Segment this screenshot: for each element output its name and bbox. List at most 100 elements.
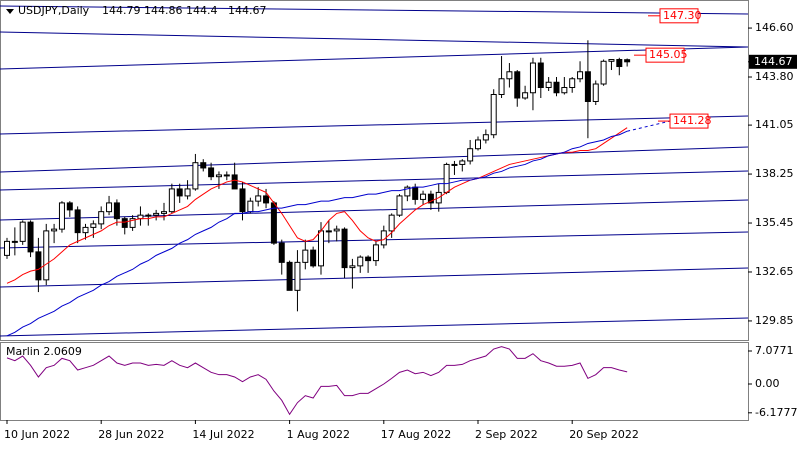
candle-body	[482, 134, 489, 141]
candle-body	[451, 163, 458, 166]
candle-body	[208, 167, 215, 178]
x-tick-label: 17 Aug 2022	[381, 428, 451, 441]
trendline	[0, 267, 749, 288]
candle-body	[66, 202, 73, 211]
y-tick-label: 0.00	[755, 377, 780, 390]
candle-body	[43, 230, 50, 281]
candle-body	[145, 214, 152, 217]
candle-body	[506, 71, 513, 80]
x-tick-label: 28 Jun 2022	[98, 428, 164, 441]
candle-body	[247, 200, 254, 213]
x-tick-label: 1 Aug 2022	[287, 428, 350, 441]
candle-body	[608, 59, 615, 62]
candle-body	[278, 242, 285, 263]
candle-body	[263, 195, 270, 204]
candle-body	[522, 92, 529, 99]
indicator-line	[6, 346, 628, 416]
candle-body	[412, 186, 419, 200]
candle-body	[200, 162, 207, 169]
price-label-box	[659, 8, 699, 24]
candle-body	[4, 240, 10, 256]
candle-body	[584, 71, 591, 102]
candle-body	[325, 230, 332, 233]
candle-body	[569, 78, 576, 89]
candle-body	[215, 174, 222, 178]
trendline	[0, 5, 749, 15]
candle-body	[396, 195, 403, 216]
candle-body	[82, 226, 89, 234]
collapse-icon[interactable]	[6, 9, 14, 14]
candle-body	[420, 193, 427, 200]
y-tick-label: 7.0771	[755, 344, 794, 357]
trendline	[0, 199, 749, 221]
candle-body	[545, 81, 552, 89]
candle-body	[74, 209, 81, 234]
x-tick-label: 10 Jun 2022	[4, 428, 70, 441]
price-label: 147.30	[663, 9, 702, 22]
candle-body	[372, 244, 379, 262]
candle-body	[537, 62, 544, 89]
candle-body	[443, 163, 450, 193]
x-tick-label: 14 Jul 2022	[192, 428, 254, 441]
candle-body	[404, 186, 411, 197]
current-price-label: 144.67	[754, 55, 793, 68]
candle-body	[51, 228, 58, 232]
candle-body	[302, 249, 309, 263]
candle-body	[121, 218, 128, 228]
candle-body	[239, 188, 246, 213]
candle-body	[490, 93, 497, 136]
candle-body	[592, 83, 599, 102]
y-tick-label: -6.1777	[755, 406, 797, 419]
trendline	[0, 46, 749, 70]
candle-body	[333, 228, 340, 232]
candle-body	[341, 228, 348, 269]
indicator-pane-border	[0, 342, 749, 421]
y-tick-label: 135.45	[755, 216, 794, 229]
candle-body	[624, 59, 631, 63]
candle-body	[113, 202, 120, 220]
moving-average	[6, 130, 628, 337]
candle-body	[161, 211, 167, 214]
candle-body	[35, 251, 42, 281]
y-tick-label: 132.65	[755, 265, 794, 278]
candle-body	[600, 60, 607, 85]
y-tick-label: 141.05	[755, 118, 794, 131]
candle-body	[349, 265, 356, 269]
chart-title: USDJPY,Daily	[18, 4, 90, 17]
price-label-box	[669, 113, 709, 129]
x-tick-label: 20 Sep 2022	[569, 428, 639, 441]
ohlc-low: 144.4	[186, 4, 218, 17]
candle-body	[176, 188, 183, 197]
candle-body	[153, 212, 160, 216]
y-tick-label: 143.80	[755, 70, 794, 83]
candle-body	[286, 261, 293, 291]
candle-body	[58, 202, 65, 230]
candle-body	[223, 174, 230, 177]
projection-line	[627, 120, 671, 132]
candle-body	[475, 139, 481, 150]
candle-body	[255, 195, 262, 202]
main-pane-border	[0, 0, 749, 341]
current-price-box	[749, 54, 797, 69]
candle-body	[27, 221, 34, 253]
x-tick-label: 2 Sep 2022	[475, 428, 538, 441]
candle-body	[310, 249, 317, 267]
candle-body	[231, 174, 238, 190]
candle-body	[388, 214, 395, 232]
candle-body	[467, 148, 474, 162]
y-tick-label: 138.25	[755, 167, 794, 180]
candle-body	[553, 81, 560, 94]
trendline	[0, 115, 749, 135]
indicator-title: Marlin 2.0609	[6, 345, 82, 358]
price-label: 145.05	[649, 48, 688, 61]
candle-body	[357, 256, 364, 267]
candle-body	[459, 160, 466, 165]
trendline	[0, 31, 749, 48]
candle-body	[616, 59, 623, 68]
price-label: 141.28	[673, 114, 712, 127]
trendline	[0, 170, 749, 191]
candle-body	[192, 162, 199, 190]
candle-body	[577, 71, 584, 80]
candle-body	[529, 62, 536, 94]
